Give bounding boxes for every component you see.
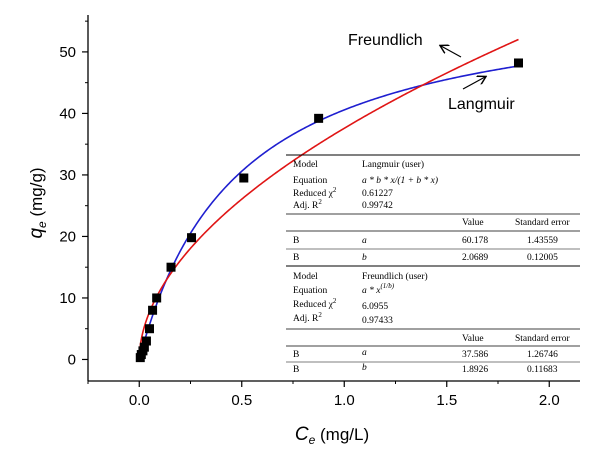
data-point <box>514 58 523 68</box>
langmuir-row-b-group: B <box>293 253 299 263</box>
y-tick-label: 0 <box>68 351 76 368</box>
freundlich-row-a-error: 1.26746 <box>527 350 558 360</box>
data-point <box>187 233 197 243</box>
freundlich-annotation: Freundlich <box>348 32 423 49</box>
y-tick-label: 50 <box>59 44 76 61</box>
fit-curves <box>138 38 519 360</box>
x-tick-label: 0.5 <box>231 392 252 409</box>
x-ticks: 0.0 0.5 1.0 1.5 2.0 <box>87 381 560 409</box>
y-tick-label: 10 <box>59 290 76 307</box>
x-axis-title: Ce (mg/L) <box>295 424 369 447</box>
langmuir-model-value: Langmuir (user) <box>362 159 424 170</box>
freundlich-header-value: Value <box>462 334 484 344</box>
freundlich-equation-value: a * x(1/b) <box>362 282 395 296</box>
freundlich-row-b-group: B <box>293 365 299 375</box>
y-axis-title: qe (mg/g) <box>26 167 49 238</box>
x-tick-label: 1.5 <box>436 392 457 409</box>
data-point <box>139 342 149 352</box>
fit-results-table: Model Langmuir (user) Equation a * b * x… <box>286 154 580 375</box>
y-tick-label: 40 <box>59 105 76 122</box>
freundlich-model-value: Freundlich (user) <box>362 271 428 282</box>
data-points <box>135 58 523 363</box>
langmuir-adjr-value: 0.99742 <box>362 201 393 211</box>
langmuir-row-a-param: a <box>362 236 367 246</box>
x-tick-label: 0.0 <box>129 392 150 409</box>
freundlich-header-error: Standard error <box>515 334 570 344</box>
langmuir-row-a-group: B <box>293 236 299 246</box>
langmuir-annotation: Langmuir <box>448 96 515 113</box>
langmuir-equation-value: a * b * x/(1 + b * x) <box>362 175 438 186</box>
y-ticks: 0 10 20 30 40 50 <box>59 20 88 368</box>
data-point <box>145 324 154 334</box>
langmuir-row-b-error: 0.12005 <box>527 253 558 263</box>
data-point <box>141 336 151 346</box>
x-tick-label: 1.0 <box>334 392 355 409</box>
data-point <box>152 293 162 303</box>
freundlich-model-label: Model <box>293 272 318 282</box>
freundlich-chi-value: 6.0955 <box>362 302 388 312</box>
freundlich-row-b-param: b <box>362 363 367 373</box>
langmuir-row-b-param: b <box>362 253 367 263</box>
y-tick-label: 30 <box>59 167 76 184</box>
langmuir-arrow <box>462 77 485 90</box>
freundlich-fit-curve <box>138 38 519 360</box>
langmuir-row-b-value: 2.0689 <box>462 253 488 263</box>
freundlich-row-b-value: 1.8926 <box>462 365 488 375</box>
freundlich-chi-label: Reduced χ2 <box>293 297 337 310</box>
langmuir-row-a-error: 1.43559 <box>527 236 558 246</box>
langmuir-fit-curve <box>138 65 519 360</box>
freundlich-equation-label: Equation <box>293 286 328 296</box>
langmuir-model-label: Model <box>293 160 318 170</box>
langmuir-row-a-value: 60.178 <box>462 236 488 246</box>
langmuir-header-value: Value <box>462 218 484 228</box>
data-point <box>239 173 249 183</box>
langmuir-chi-label: Reduced χ2 <box>293 186 337 199</box>
freundlich-arrow <box>441 46 462 58</box>
x-tick-label: 2.0 <box>539 392 560 409</box>
freundlich-row-a-group: B <box>293 350 299 360</box>
freundlich-row-a-param: a <box>362 348 367 358</box>
freundlich-adjr-label: Adj. R2 <box>293 311 322 324</box>
data-point <box>166 262 176 272</box>
langmuir-adjr-label: Adj. R2 <box>293 198 322 211</box>
langmuir-equation-label: Equation <box>293 176 328 186</box>
freundlich-row-b-error: 0.11683 <box>527 365 558 375</box>
data-point <box>314 113 324 123</box>
langmuir-chi-value: 0.61227 <box>362 189 393 199</box>
y-tick-label: 20 <box>59 228 76 245</box>
data-point <box>148 305 158 315</box>
freundlich-adjr-value: 0.97433 <box>362 316 393 326</box>
freundlich-row-a-value: 37.586 <box>462 350 488 360</box>
langmuir-header-error: Standard error <box>515 218 570 228</box>
